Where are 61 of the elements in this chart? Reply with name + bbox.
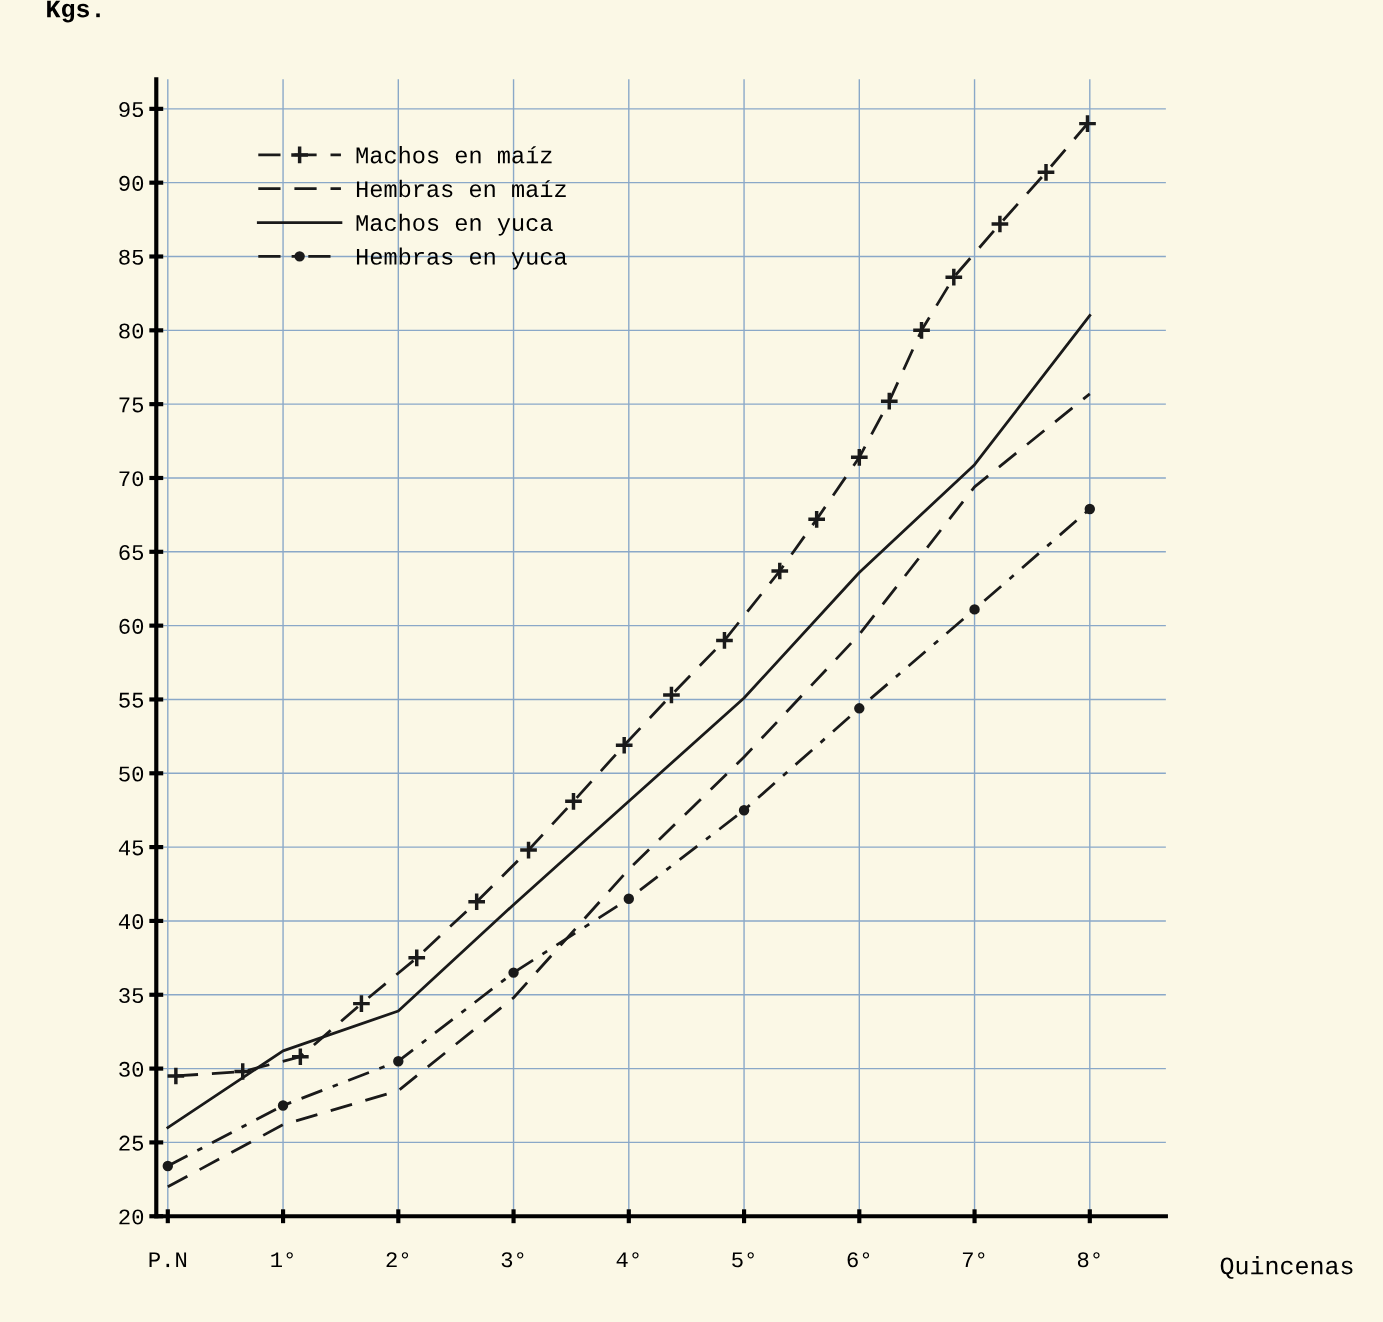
legend-label: Machos en yuca	[356, 213, 553, 236]
point	[879, 391, 900, 412]
x-tick-label: 1°	[271, 1252, 293, 1268]
x-tick-label: P.N	[149, 1252, 187, 1268]
y-tick-label: 40	[118, 914, 144, 930]
x-tick-label: 8°	[1077, 1252, 1100, 1268]
point	[623, 893, 635, 904]
point	[943, 267, 964, 288]
y-tick-label: 20	[119, 1209, 144, 1225]
point	[989, 213, 1010, 235]
line-series	[166, 392, 1092, 1189]
y-tick-label: 65	[119, 544, 144, 561]
point	[714, 630, 735, 651]
point	[406, 947, 427, 968]
point	[165, 1065, 186, 1087]
y-tick-label: 60	[119, 618, 144, 634]
point	[661, 684, 682, 706]
y-tick-label: 75	[119, 397, 144, 413]
y-tick-label: 30	[119, 1061, 144, 1077]
point	[911, 320, 932, 341]
y-tick-label: 45	[118, 840, 144, 856]
y-tick-label: 90	[119, 175, 144, 191]
y-tick-label: 70	[119, 471, 144, 487]
x-axis-title: Quincenas	[1220, 1256, 1353, 1279]
y-tick-label: 95	[119, 102, 144, 118]
legend-label: Hembras en yuca	[356, 247, 567, 270]
point	[614, 735, 635, 756]
point	[563, 791, 584, 812]
y-tick-label: 35	[119, 987, 144, 1004]
point	[351, 993, 372, 1014]
point	[1035, 162, 1057, 183]
y-tick-label: 85	[119, 249, 144, 265]
point	[1084, 503, 1096, 515]
y-axis-title: Kgs.	[47, 0, 100, 23]
x-tick-label: 3°	[501, 1252, 524, 1268]
point	[738, 804, 750, 816]
point	[1077, 113, 1098, 134]
y-tick-label: 50	[119, 766, 144, 782]
point	[232, 1061, 253, 1082]
x-tick-label: 2°	[386, 1252, 409, 1268]
point	[769, 560, 790, 582]
point	[849, 447, 870, 468]
point	[508, 967, 519, 978]
point	[518, 839, 539, 861]
point	[969, 604, 980, 615]
point	[277, 1100, 289, 1111]
point	[290, 1046, 311, 1067]
x-tick-label: 4°	[616, 1252, 639, 1268]
x-tick-label: 7°	[962, 1252, 985, 1268]
point	[806, 509, 827, 530]
y-tick-label: 25	[119, 1135, 144, 1151]
x-tick-label: 6°	[847, 1252, 870, 1268]
point	[393, 1055, 404, 1067]
legend-label: Hembras en maíz	[356, 179, 566, 198]
point	[466, 891, 487, 912]
x-tick-label: 5°	[732, 1252, 754, 1268]
point	[162, 1160, 174, 1172]
point	[854, 703, 865, 714]
legend-label: Machos en maíz	[356, 146, 552, 164]
y-tick-label: 55	[119, 692, 144, 708]
y-tick-label: 80	[119, 323, 144, 339]
